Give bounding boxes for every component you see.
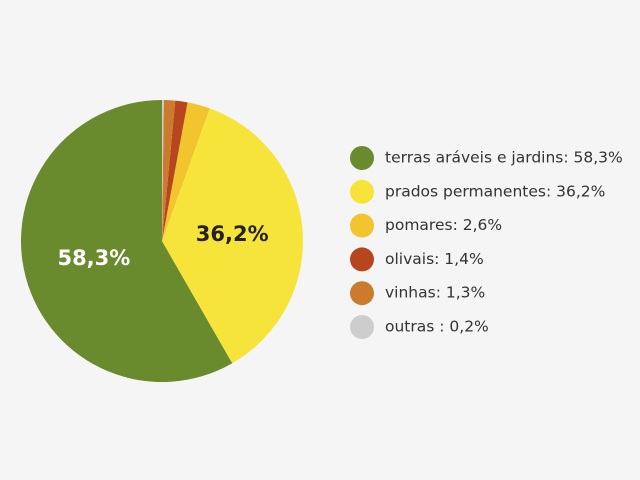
legend-swatch (350, 146, 374, 170)
slice-label: 58,3% (57, 246, 130, 270)
pie-slice (20, 100, 233, 382)
pie-slice (162, 100, 164, 241)
legend-text: terras aráveis e jardins: 58,3% (385, 149, 623, 167)
legend-text: outras : 0,2% (385, 318, 489, 336)
legend-swatch (350, 315, 374, 339)
legend-text: prados permanentes: 36,2% (385, 182, 605, 200)
legend-swatch (350, 213, 374, 238)
legend-swatch (350, 247, 374, 272)
legend-swatch (350, 281, 374, 306)
legend-text: pomares: 2,6% (385, 216, 502, 234)
legend-text: vinhas: 1,3% (385, 284, 485, 302)
pie-slice (162, 100, 188, 241)
legend-text: olivais: 1,4% (385, 250, 484, 268)
pie-slice (162, 100, 176, 241)
slice-label: 36,2% (196, 222, 269, 246)
pie-slice (162, 108, 303, 364)
legend-swatch (350, 179, 374, 204)
pie-slice (162, 102, 210, 241)
